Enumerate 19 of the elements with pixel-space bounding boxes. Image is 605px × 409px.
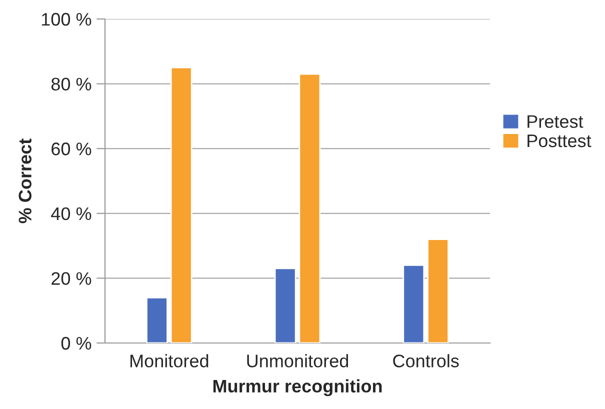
y-tick-label: 40 % [51, 207, 92, 220]
bar [146, 296, 168, 343]
legend-label: Pretest [528, 115, 584, 128]
y-tick-label: 80 % [51, 78, 92, 91]
x-tick-label: Controls [393, 354, 459, 368]
y-tick-label: 60 % [52, 142, 92, 156]
legend-label: Posttest [528, 134, 592, 148]
bar [298, 73, 321, 343]
x-tick-label: Unmonitored [247, 354, 348, 368]
x-tick-label: Monitored [130, 354, 208, 368]
bar [427, 238, 449, 343]
y-tick-label: 20 % [52, 272, 92, 285]
y-tick-label: 0 % [61, 336, 92, 350]
bar [402, 264, 425, 343]
y-tick-label: 100 % [42, 12, 92, 26]
bar [274, 268, 296, 343]
y-axis-title: % Correct [18, 138, 32, 224]
bar [170, 66, 192, 343]
x-axis-title: Murmur recognition [213, 379, 382, 396]
